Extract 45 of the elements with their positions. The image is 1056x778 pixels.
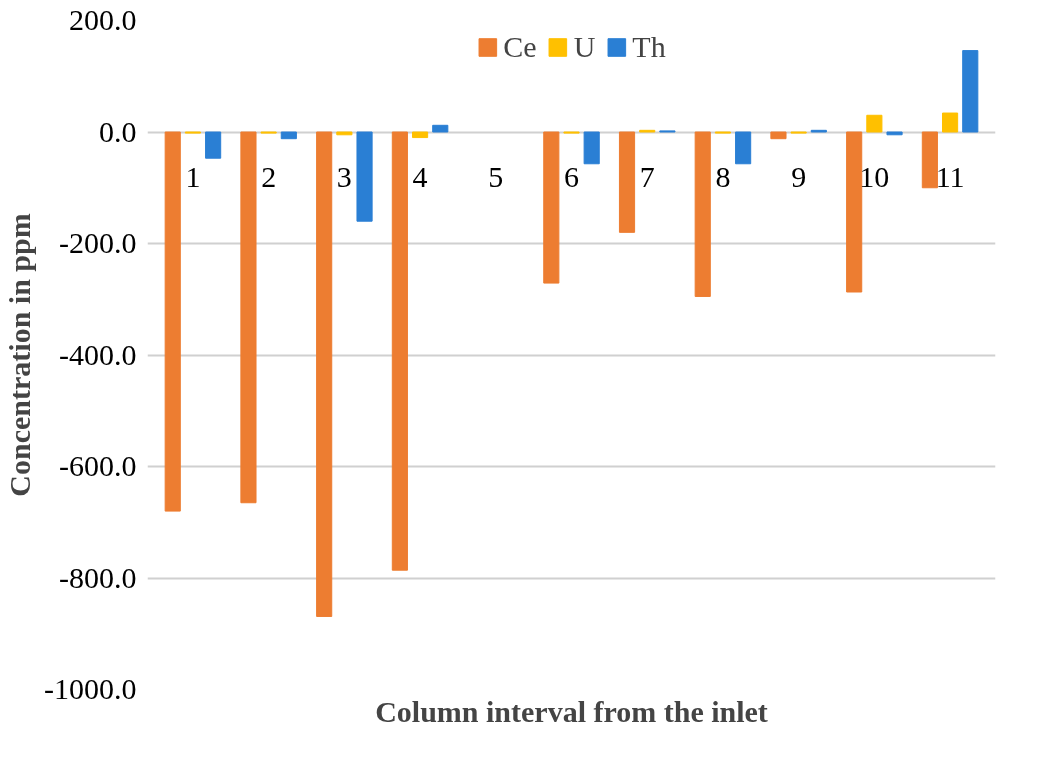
bar (735, 131, 752, 165)
legend-label: U (573, 30, 596, 64)
bar (694, 131, 711, 297)
bar (164, 131, 181, 512)
x-tick-label: 2 (261, 160, 277, 193)
y-tick-label: -800.0 (59, 560, 137, 594)
y-tick-label: -1000.0 (44, 672, 137, 705)
bar (280, 131, 297, 140)
y-tick-label: -400.0 (59, 337, 137, 371)
bar (942, 112, 959, 133)
bar (316, 131, 333, 617)
x-tick-label: 9 (791, 160, 807, 193)
y-tick-label: 200.0 (69, 3, 137, 36)
x-tick-label: 3 (336, 160, 352, 193)
x-tick-label: 11 (935, 160, 965, 193)
bar (618, 131, 636, 233)
bar (543, 131, 560, 284)
bar (336, 131, 353, 136)
x-tick-label: 5 (488, 160, 504, 193)
bar (432, 124, 449, 133)
x-tick-label: 7 (639, 160, 655, 193)
y-tick-label: -600.0 (59, 449, 137, 482)
bar (886, 131, 903, 136)
bar (962, 50, 979, 133)
x-tick-label: 4 (412, 160, 428, 193)
y-axis-title: Concentration in ppm (3, 213, 37, 497)
x-tick-label: 1 (185, 160, 201, 193)
x-tick-label: 10 (859, 160, 890, 193)
bar (583, 131, 600, 165)
x-tick-label: 8 (715, 160, 731, 193)
legend-label: Th (632, 30, 666, 64)
x-tick-label: 6 (564, 160, 579, 193)
bar (412, 131, 429, 139)
bar (391, 131, 408, 571)
x-axis-title: Column interval from the inlet (375, 694, 768, 728)
bar (770, 131, 787, 140)
legend-label: Ce (503, 30, 537, 64)
bar (866, 114, 883, 133)
y-tick-label: -200.0 (59, 226, 137, 259)
bar (356, 131, 373, 222)
bar (205, 131, 222, 159)
y-tick-label: 0.0 (99, 114, 137, 148)
bar (846, 131, 863, 293)
bar (921, 131, 938, 189)
bar (240, 131, 257, 504)
